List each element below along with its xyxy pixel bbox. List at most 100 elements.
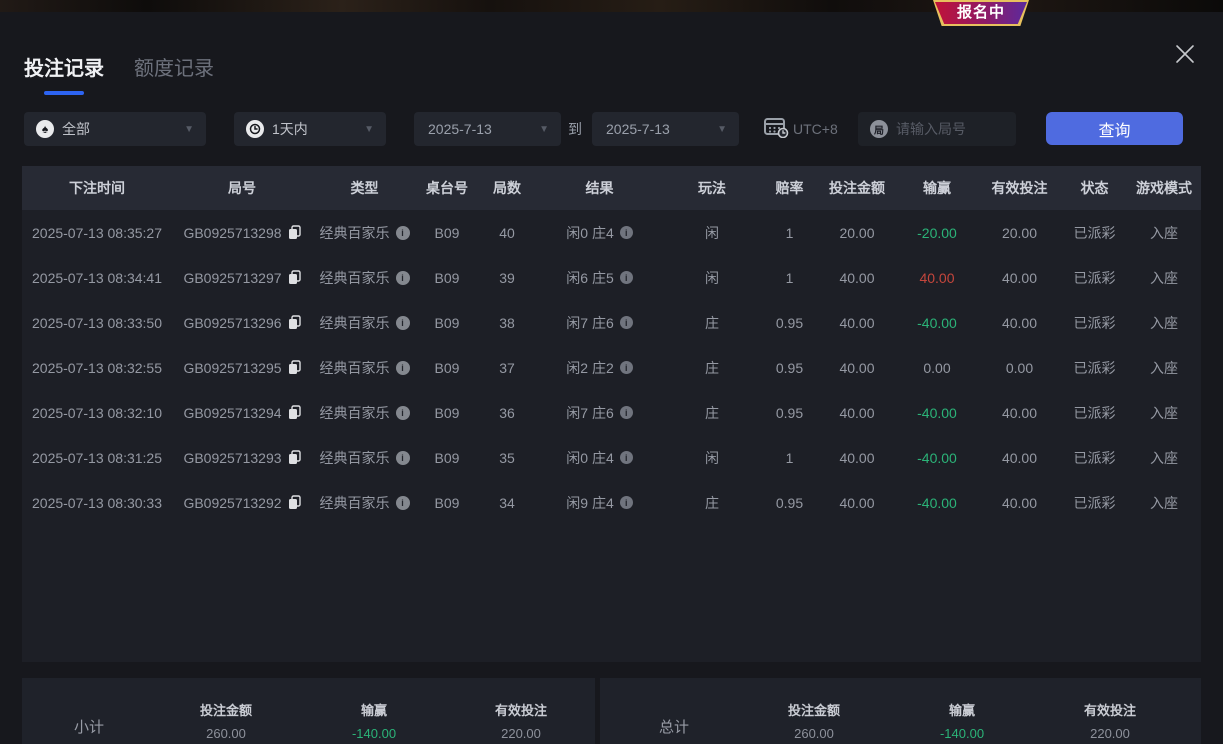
col-round-no: 局数 — [493, 180, 521, 196]
bet-time: 2025-07-13 08:32:55 — [32, 359, 162, 376]
close-icon[interactable] — [1173, 42, 1197, 66]
table-body: 2025-07-13 08:35:27 GB0925713298 经典百家乐 i… — [22, 210, 1201, 525]
status-badge: 已派彩 — [1073, 494, 1116, 511]
game-mode: 入座 — [1150, 359, 1178, 376]
game-mode: 入座 — [1150, 494, 1178, 511]
info-icon[interactable]: i — [395, 360, 410, 375]
tab-bet-records[interactable]: 投注记录 — [24, 52, 104, 95]
info-icon[interactable]: i — [619, 406, 633, 419]
stat-label: 输赢 — [948, 703, 975, 718]
info-icon[interactable]: i — [619, 226, 633, 239]
chevron-down-icon: ▼ — [364, 123, 374, 135]
col-bet-time: 下注时间 — [69, 180, 125, 196]
copy-icon[interactable] — [288, 270, 301, 285]
calendar-clock-icon — [763, 116, 789, 143]
stat-label: 投注金额 — [199, 703, 253, 718]
table-header-row: 下注时间 局号 类型 桌台号 局数 结果 玩法 赔率 投注金额 输赢 有效投注 … — [22, 166, 1201, 210]
status-badge: 已派彩 — [1073, 314, 1116, 331]
valid-bet: 0.00 — [1005, 359, 1034, 376]
bet-amount: 20.00 — [839, 224, 875, 241]
query-button[interactable]: 查询 — [1046, 112, 1183, 145]
status-badge: 已派彩 — [1073, 449, 1116, 466]
bet-amount: 40.00 — [839, 314, 875, 331]
play-type: 闲 — [705, 224, 719, 241]
status-badge: 已派彩 — [1073, 404, 1116, 421]
record-tabs: 投注记录 额度记录 — [24, 52, 214, 95]
info-icon[interactable]: i — [619, 316, 633, 329]
date-from-select[interactable]: 2025-7-13 ▼ — [414, 112, 561, 146]
info-icon[interactable]: i — [395, 270, 410, 285]
status-badge: 已派彩 — [1073, 224, 1116, 241]
tab-credit-records[interactable]: 额度记录 — [134, 52, 214, 95]
win-loss: 40.00 — [919, 269, 955, 286]
info-icon[interactable]: i — [395, 450, 410, 465]
total-label: 总计 — [659, 719, 690, 736]
round-result: 闲2 庄2 — [566, 359, 614, 376]
round-result: 闲7 庄6 — [566, 404, 614, 421]
round-number-field: 局 — [858, 112, 1016, 146]
bet-amount: 40.00 — [839, 359, 875, 376]
bet-time: 2025-07-13 08:35:27 — [32, 224, 162, 241]
copy-icon[interactable] — [288, 360, 301, 375]
play-type: 庄 — [705, 359, 719, 376]
copy-icon[interactable] — [288, 450, 301, 465]
info-icon[interactable]: i — [619, 496, 633, 509]
info-icon[interactable]: i — [395, 315, 410, 330]
win-loss: -40.00 — [917, 449, 957, 466]
col-game-mode: 游戏模式 — [1136, 180, 1192, 196]
info-icon[interactable]: i — [619, 271, 633, 284]
table-row: 2025-07-13 08:31:25 GB0925713293 经典百家乐 i… — [22, 435, 1201, 480]
stat-value: 220.00 — [1090, 726, 1130, 741]
chevron-down-icon: ▼ — [717, 123, 727, 135]
round-no: 35 — [499, 449, 515, 466]
info-icon[interactable]: i — [395, 405, 410, 420]
bet-amount: 40.00 — [839, 269, 875, 286]
play-type: 庄 — [705, 494, 719, 511]
odds: 0.95 — [775, 359, 804, 376]
play-type: 闲 — [705, 269, 719, 286]
win-loss: 0.00 — [923, 359, 951, 376]
date-to-select[interactable]: 2025-7-13 ▼ — [592, 112, 739, 146]
round-no: 34 — [499, 494, 515, 511]
col-result: 结果 — [585, 180, 614, 196]
copy-icon[interactable] — [288, 315, 301, 330]
time-range-select[interactable]: 1天内 ▼ — [234, 112, 386, 146]
bet-amount: 40.00 — [839, 404, 875, 421]
round-id: GB0925713296 — [183, 314, 282, 331]
stat-value: 220.00 — [501, 726, 541, 741]
info-icon[interactable]: i — [619, 361, 633, 374]
table-no: B09 — [434, 494, 460, 511]
col-odds: 赔率 — [775, 180, 804, 196]
game-type-value: 全部 — [62, 121, 90, 137]
col-round-id: 局号 — [228, 180, 256, 196]
round-no: 38 — [499, 314, 515, 331]
table-no: B09 — [434, 314, 460, 331]
odds: 1 — [785, 449, 794, 466]
copy-icon[interactable] — [288, 225, 301, 240]
info-icon[interactable]: i — [619, 451, 633, 464]
info-icon[interactable]: i — [395, 225, 410, 240]
round-result: 闲6 庄5 — [566, 269, 614, 286]
info-icon[interactable]: i — [395, 495, 410, 510]
col-status: 状态 — [1080, 180, 1109, 196]
stat-label: 投注金额 — [787, 703, 841, 718]
copy-icon[interactable] — [288, 495, 301, 510]
play-type: 庄 — [705, 314, 719, 331]
valid-bet: 40.00 — [1001, 314, 1038, 331]
game-type-select[interactable]: ♠ 全部 ▼ — [24, 112, 206, 146]
col-valid-bet: 有效投注 — [991, 180, 1048, 196]
game-type: 经典百家乐 — [319, 404, 390, 421]
col-play: 玩法 — [698, 180, 726, 196]
bet-time: 2025-07-13 08:34:41 — [32, 269, 162, 286]
round-number-input[interactable] — [896, 121, 996, 137]
bet-amount: 40.00 — [839, 449, 875, 466]
copy-icon[interactable] — [288, 405, 301, 420]
col-win-loss: 输赢 — [923, 180, 951, 196]
game-mode: 入座 — [1150, 269, 1178, 286]
table-no: B09 — [434, 404, 460, 421]
odds: 0.95 — [775, 404, 804, 421]
timezone-indicator[interactable]: UTC+8 — [763, 112, 838, 146]
valid-bet: 20.00 — [1001, 224, 1038, 241]
total-winloss-stat: 输赢 -140.00 — [940, 700, 984, 741]
round-id: GB0925713295 — [183, 359, 282, 376]
